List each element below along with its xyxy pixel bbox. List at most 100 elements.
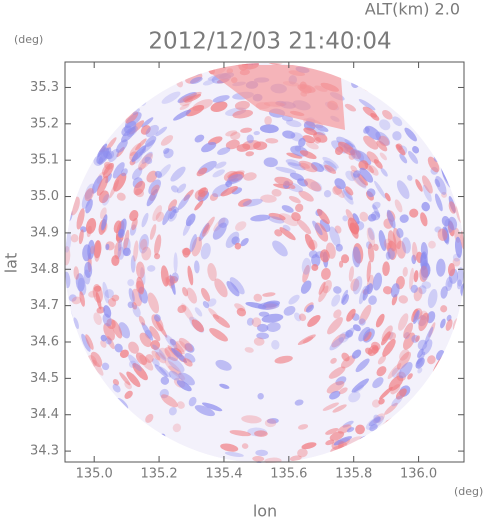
echo-cell xyxy=(291,212,301,222)
echo-cell xyxy=(90,245,95,255)
echo-cell xyxy=(359,304,372,325)
echo-cell xyxy=(333,436,352,446)
echo-cell xyxy=(305,304,314,313)
echo-cell xyxy=(329,390,341,400)
y-unit: (deg) xyxy=(14,33,43,46)
x-axis-label: lon xyxy=(253,502,277,521)
echo-cell xyxy=(90,351,103,368)
echo-cell xyxy=(350,278,360,292)
echo-cell xyxy=(117,246,125,260)
echo-cell xyxy=(325,439,335,446)
echo-cell xyxy=(141,246,152,261)
echo-cell xyxy=(183,189,194,201)
echo-cell xyxy=(348,391,361,403)
echo-cell xyxy=(93,240,102,259)
echo-cell xyxy=(132,363,148,381)
echo-cell xyxy=(245,151,255,157)
echo-cell xyxy=(395,388,407,400)
echo-cell xyxy=(268,212,286,221)
echo-cell xyxy=(145,124,159,138)
echo-cell xyxy=(112,383,121,393)
echo-cell xyxy=(398,295,409,304)
echo-cell xyxy=(202,79,215,86)
echo-cell xyxy=(335,243,343,252)
echo-cell xyxy=(234,100,250,111)
echo-cell xyxy=(236,307,247,317)
echo-cell xyxy=(179,337,193,352)
echo-cell xyxy=(85,217,97,234)
echo-cell xyxy=(250,214,271,222)
echo-cell xyxy=(214,278,228,298)
radar-field xyxy=(65,63,465,463)
echo-cell xyxy=(159,388,169,399)
echo-cell xyxy=(102,281,109,304)
echo-cell xyxy=(363,126,370,134)
echo-cell xyxy=(407,373,413,380)
echo-cell xyxy=(401,237,411,254)
echo-cell xyxy=(274,355,293,364)
echo-cell xyxy=(116,192,126,201)
echo-cell xyxy=(274,176,294,186)
echo-cell xyxy=(392,131,402,141)
y-tick-label: 35.2 xyxy=(30,116,59,131)
echo-cell xyxy=(417,367,423,374)
echo-cell xyxy=(272,240,288,257)
echo-cell xyxy=(220,443,239,452)
x-unit: (deg) xyxy=(454,485,483,498)
echo-cell xyxy=(171,272,179,282)
echo-cell xyxy=(176,380,192,392)
echo-cell xyxy=(177,304,187,314)
echo-cell xyxy=(100,334,107,342)
echo-cell xyxy=(177,92,197,103)
echo-cell xyxy=(162,207,172,226)
echo-cell xyxy=(114,241,122,260)
echo-cell xyxy=(155,126,168,137)
echo-cell xyxy=(235,221,247,231)
y-tick-label: 35.0 xyxy=(30,189,59,204)
echo-cell xyxy=(329,226,341,247)
echo-cell xyxy=(308,239,318,250)
echo-cell xyxy=(103,162,114,179)
echo-cell xyxy=(178,372,195,386)
echo-cell xyxy=(109,179,120,199)
echo-cell xyxy=(300,280,312,294)
echo-cell xyxy=(386,209,396,229)
echo-cell xyxy=(201,402,223,412)
echo-cell xyxy=(344,139,356,148)
echo-cell xyxy=(177,194,191,210)
echo-cell xyxy=(285,159,302,167)
echo-cell xyxy=(409,208,419,218)
echo-cell xyxy=(396,180,410,199)
echo-cell xyxy=(151,350,161,361)
echo-cell xyxy=(415,357,425,369)
y-tick-label: 34.8 xyxy=(30,262,59,277)
echo-cell xyxy=(112,162,125,179)
echo-cell xyxy=(311,264,319,271)
echo-cell xyxy=(301,442,317,450)
echo-cell xyxy=(253,131,260,136)
echo-cell xyxy=(379,119,391,131)
echo-cell xyxy=(351,349,362,359)
echo-cell xyxy=(194,405,215,417)
echo-cell xyxy=(289,172,304,181)
echo-cell xyxy=(434,178,441,188)
echo-cell xyxy=(421,281,432,289)
echo-cell xyxy=(141,117,154,128)
echo-cell xyxy=(253,141,268,151)
echo-cell xyxy=(350,148,365,162)
echo-cell xyxy=(160,135,174,146)
echo-cell xyxy=(427,156,440,173)
x-tick-label: 136.0 xyxy=(400,467,437,482)
echo-cell xyxy=(241,415,262,424)
echo-cell xyxy=(91,175,103,194)
echo-cell xyxy=(168,370,180,381)
echo-cell xyxy=(294,399,304,406)
echo-cell xyxy=(331,294,341,307)
echo-cell xyxy=(332,404,347,413)
echo-cell xyxy=(303,127,318,136)
echo-cell xyxy=(337,424,352,434)
echo-cell xyxy=(125,111,139,124)
echo-cell xyxy=(445,276,453,292)
echo-cell xyxy=(170,166,186,182)
echo-cell xyxy=(127,126,138,137)
